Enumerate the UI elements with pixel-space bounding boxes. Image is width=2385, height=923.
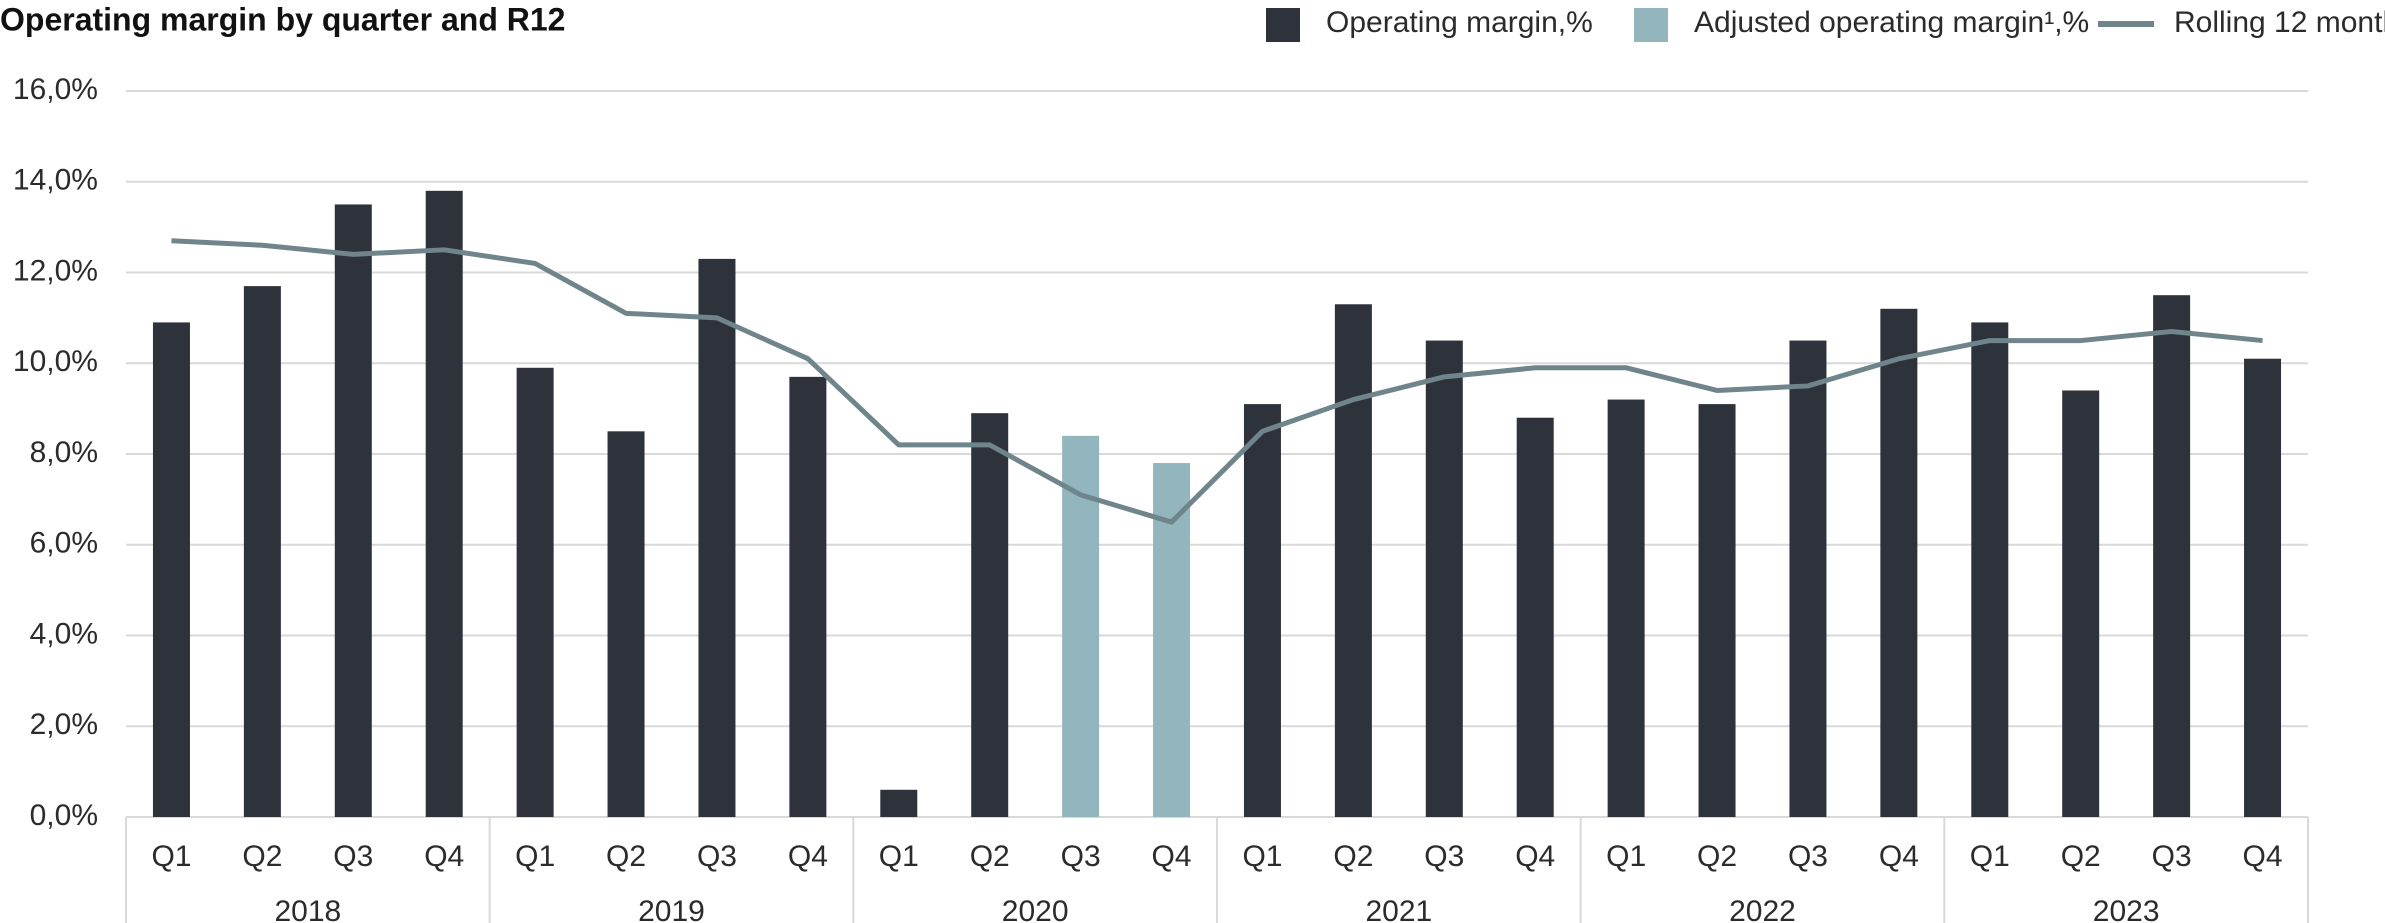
x-tick-label: Q4	[1515, 840, 1555, 873]
x-tick-label: Q3	[2152, 840, 2192, 873]
x-tick-label: Q4	[1152, 840, 1192, 873]
bar	[1334, 304, 1372, 817]
year-label: 2018	[274, 895, 341, 923]
legend-label: Adjusted operating margin¹,%	[1694, 6, 2089, 39]
bar	[1425, 340, 1463, 817]
x-tick-label: Q4	[2243, 840, 2283, 873]
y-tick-label: 10,0%	[13, 345, 98, 378]
bar	[1880, 308, 1918, 817]
bar	[2244, 358, 2282, 817]
legend-swatch	[1634, 8, 1668, 42]
bar	[789, 376, 827, 817]
bar	[880, 789, 918, 817]
bar	[425, 190, 463, 817]
chart-title: Operating margin by quarter and R12	[0, 1, 565, 37]
x-tick-label: Q2	[606, 840, 646, 873]
bar	[698, 258, 736, 817]
legend-label: Rolling 12 months	[2174, 6, 2385, 39]
year-label: 2021	[1365, 895, 1432, 923]
y-tick-label: 16,0%	[13, 73, 98, 106]
y-tick-label: 8,0%	[30, 436, 98, 469]
x-tick-label: Q4	[1879, 840, 1919, 873]
bar	[334, 204, 372, 817]
x-tick-label: Q1	[1606, 840, 1646, 873]
bar	[1516, 417, 1554, 817]
x-tick-label: Q3	[1061, 840, 1101, 873]
y-tick-label: 6,0%	[30, 527, 98, 560]
year-label: 2020	[1002, 895, 1069, 923]
legend-label: Operating margin,%	[1326, 6, 1593, 39]
year-label: 2023	[2093, 895, 2160, 923]
year-label: 2019	[638, 895, 705, 923]
x-tick-label: Q2	[242, 840, 282, 873]
y-tick-label: 4,0%	[30, 617, 98, 650]
line	[171, 238, 2263, 525]
x-tick-label: Q3	[1424, 840, 1464, 873]
bar	[1971, 322, 2009, 817]
x-tick-label: Q2	[970, 840, 1010, 873]
bar	[607, 431, 645, 817]
x-tick-label: Q3	[697, 840, 737, 873]
x-tick-label: Q2	[1697, 840, 1737, 873]
x-tick-label: Q4	[424, 840, 464, 873]
x-tick-label: Q2	[2061, 840, 2101, 873]
x-tick-label: Q1	[879, 840, 919, 873]
bar	[516, 367, 554, 817]
x-tick-label: Q1	[515, 840, 555, 873]
x-tick-label: Q1	[1970, 840, 2010, 873]
x-tick-label: Q3	[1788, 840, 1828, 873]
bar	[971, 413, 1009, 817]
y-tick-label: 2,0%	[30, 708, 98, 741]
bar	[1698, 404, 1736, 817]
bar	[2153, 295, 2191, 817]
y-tick-label: 0,0%	[30, 799, 98, 832]
year-label: 2022	[1729, 895, 1796, 923]
x-tick-label: Q1	[151, 840, 191, 873]
bar	[1607, 399, 1645, 817]
bar	[2062, 390, 2100, 817]
bar	[1789, 340, 1827, 817]
x-tick-label: Q2	[1333, 840, 1373, 873]
x-tick-label: Q4	[788, 840, 828, 873]
bar	[243, 286, 281, 817]
x-tick-label: Q1	[1242, 840, 1282, 873]
y-tick-label: 12,0%	[13, 254, 98, 287]
y-tick-label: 14,0%	[13, 164, 98, 197]
x-tick-label: Q3	[333, 840, 373, 873]
legend-swatch	[1266, 8, 1300, 42]
bar	[1243, 404, 1281, 817]
bar	[152, 322, 190, 817]
